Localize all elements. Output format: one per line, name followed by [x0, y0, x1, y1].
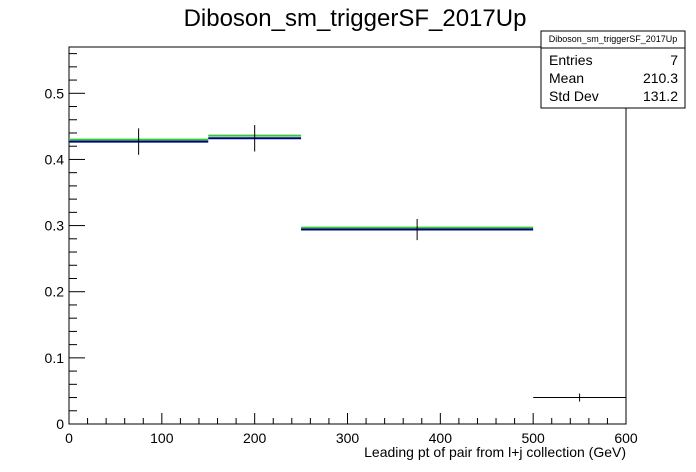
stats-box-frame	[540, 30, 686, 109]
y-tick-label: 0.4	[45, 151, 65, 167]
y-axis-ticks: 0 0.1 0.2 0.3 0.4 0.5	[45, 53, 85, 432]
stats-entries-value: 7	[670, 52, 678, 68]
histogram-bins	[69, 125, 626, 402]
x-tick-label: 600	[614, 430, 638, 446]
x-tick-label: 500	[521, 430, 545, 446]
stats-box-title: Diboson_sm_triggerSF_2017Up	[549, 34, 678, 44]
y-tick-label: 0.5	[45, 85, 65, 101]
stats-stddev-label: Std Dev	[549, 88, 599, 104]
y-tick-label: 0.1	[45, 350, 65, 366]
stats-mean-label: Mean	[549, 70, 584, 86]
x-tick-label: 0	[65, 430, 73, 446]
x-axis-ticks: 0 100 200 300 400 500 600	[65, 413, 638, 446]
x-tick-label: 200	[243, 430, 267, 446]
x-tick-label: 400	[429, 430, 453, 446]
x-tick-label: 300	[336, 430, 360, 446]
y-tick-label: 0.2	[45, 284, 65, 300]
y-tick-label: 0	[56, 416, 64, 432]
stats-stddev-value: 131.2	[643, 88, 678, 104]
x-axis-label: Leading pt of pair from l+j collection (…	[364, 444, 626, 460]
y-tick-label: 0.3	[45, 218, 65, 234]
stats-mean-value: 210.3	[643, 70, 678, 86]
x-tick-label: 100	[150, 430, 174, 446]
chart-title: Diboson_sm_triggerSF_2017Up	[184, 5, 527, 32]
stats-entries-label: Entries	[549, 52, 593, 68]
stats-box: Diboson_sm_triggerSF_2017Up Entries 7 Me…	[540, 30, 686, 109]
